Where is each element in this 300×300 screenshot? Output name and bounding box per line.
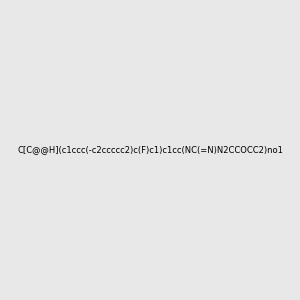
Text: C[C@@H](c1ccc(-c2ccccc2)c(F)c1)c1cc(NC(=N)N2CCOCC2)no1: C[C@@H](c1ccc(-c2ccccc2)c(F)c1)c1cc(NC(=… (17, 146, 283, 154)
